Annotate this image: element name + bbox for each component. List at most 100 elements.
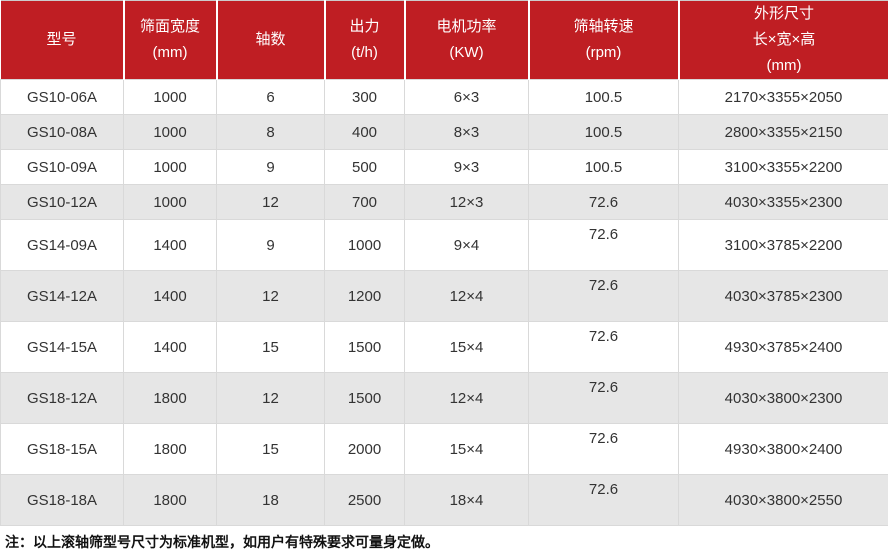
cell-dimensions: 4030×3800×2550 (678, 474, 888, 526)
cell-shaft-count: 9 (216, 149, 325, 185)
cell-model: GS18-12A (0, 372, 124, 424)
cell-dimensions: 2170×3355×2050 (678, 79, 888, 115)
cell-screen-width: 1400 (123, 219, 217, 271)
header-unit: (rpm) (585, 44, 622, 61)
cell-shaft-count: 6 (216, 79, 325, 115)
cell-shaft-speed: 72.6 (528, 270, 679, 322)
cell-output: 300 (324, 79, 405, 115)
cell-dimensions: 4030×3785×2300 (678, 270, 888, 322)
table-row: GS18-18A 1800 18 2500 18×4 72.6 4030×380… (0, 474, 888, 526)
cell-model: GS18-18A (0, 474, 124, 526)
cell-motor-power: 15×4 (404, 423, 529, 475)
footnote: 注：以上滚轴筛型号尺寸为标准机型，如用户有特殊要求可量身定做。 (0, 526, 888, 551)
cell-screen-width: 1000 (123, 114, 217, 150)
cell-dimensions: 3100×3785×2200 (678, 219, 888, 271)
table-row: GS18-15A 1800 15 2000 15×4 72.6 4930×380… (0, 423, 888, 475)
cell-model: GS10-06A (0, 79, 124, 115)
cell-dimensions: 4030×3355×2300 (678, 184, 888, 220)
header-unit: (t/h) (351, 44, 378, 61)
table-row: GS10-09A 1000 9 500 9×3 100.5 3100×3355×… (0, 149, 888, 185)
cell-shaft-count: 15 (216, 423, 325, 475)
cell-shaft-speed: 100.5 (528, 149, 679, 185)
column-header-output: 出力 (t/h) (323, 0, 405, 80)
header-label: 外形尺寸 (753, 5, 814, 22)
cell-motor-power: 12×3 (404, 184, 529, 220)
cell-model: GS10-12A (0, 184, 124, 220)
header-label: 轴数 (255, 31, 286, 48)
cell-model: GS14-15A (0, 321, 124, 373)
cell-output: 2000 (324, 423, 405, 475)
cell-output: 1500 (324, 372, 405, 424)
cell-motor-power: 9×3 (404, 149, 529, 185)
cell-motor-power: 18×4 (404, 474, 529, 526)
cell-dimensions: 4030×3800×2300 (678, 372, 888, 424)
table-row: GS10-12A 1000 12 700 12×3 72.6 4030×3355… (0, 184, 888, 220)
table-row: GS14-09A 1400 9 1000 9×4 72.6 3100×3785×… (0, 219, 888, 271)
header-row: 型号 筛面宽度 (mm) 轴数 出力 (t/h) 电机功率 (KW) (0, 0, 888, 80)
cell-screen-width: 1000 (123, 184, 217, 220)
cell-motor-power: 6×3 (404, 79, 529, 115)
cell-output: 1200 (324, 270, 405, 322)
cell-shaft-count: 8 (216, 114, 325, 150)
header-unit: (mm) (152, 44, 188, 61)
header-label: 电机功率 (436, 18, 497, 35)
column-header-model: 型号 (0, 0, 124, 80)
cell-model: GS14-09A (0, 219, 124, 271)
cell-screen-width: 1800 (123, 423, 217, 475)
cell-shaft-count: 9 (216, 219, 325, 271)
cell-shaft-speed: 72.6 (528, 321, 679, 373)
cell-shaft-speed: 100.5 (528, 114, 679, 150)
cell-shaft-speed: 72.6 (528, 184, 679, 220)
column-header-dimensions: 外形尺寸 长×宽×高 (mm) (677, 0, 888, 80)
table-row: GS10-08A 1000 8 400 8×3 100.5 2800×3355×… (0, 114, 888, 150)
cell-dimensions: 4930×3800×2400 (678, 423, 888, 475)
cell-screen-width: 1800 (123, 372, 217, 424)
cell-screen-width: 1400 (123, 270, 217, 322)
cell-screen-width: 1400 (123, 321, 217, 373)
header-sublabel: 长×宽×高 (752, 31, 816, 48)
cell-dimensions: 2800×3355×2150 (678, 114, 888, 150)
cell-motor-power: 12×4 (404, 270, 529, 322)
header-label: 筛面宽度 (139, 18, 200, 35)
cell-shaft-speed: 72.6 (528, 423, 679, 475)
cell-output: 1500 (324, 321, 405, 373)
header-label: 出力 (349, 18, 380, 35)
cell-screen-width: 1000 (123, 79, 217, 115)
cell-shaft-speed: 72.6 (528, 372, 679, 424)
cell-model: GS10-09A (0, 149, 124, 185)
cell-motor-power: 8×3 (404, 114, 529, 150)
cell-model: GS10-08A (0, 114, 124, 150)
cell-output: 700 (324, 184, 405, 220)
header-label: 筛轴转速 (573, 18, 634, 35)
cell-output: 2500 (324, 474, 405, 526)
table-row: GS18-12A 1800 12 1500 12×4 72.6 4030×380… (0, 372, 888, 424)
cell-shaft-speed: 72.6 (528, 219, 679, 271)
header-unit: (mm) (766, 57, 802, 74)
column-header-screen-width: 筛面宽度 (mm) (122, 0, 217, 80)
column-header-shaft-speed: 筛轴转速 (rpm) (527, 0, 679, 80)
cell-motor-power: 9×4 (404, 219, 529, 271)
table-row: GS14-15A 1400 15 1500 15×4 72.6 4930×378… (0, 321, 888, 373)
header-label: 型号 (46, 31, 77, 48)
cell-shaft-speed: 100.5 (528, 79, 679, 115)
cell-model: GS14-12A (0, 270, 124, 322)
column-header-shaft-count: 轴数 (215, 0, 325, 80)
column-header-motor-power: 电机功率 (KW) (403, 0, 529, 80)
header-unit: (KW) (449, 44, 484, 61)
cell-model: GS18-15A (0, 423, 124, 475)
cell-output: 400 (324, 114, 405, 150)
table-row: GS10-06A 1000 6 300 6×3 100.5 2170×3355×… (0, 79, 888, 115)
roller-screen-spec-table: 型号 筛面宽度 (mm) 轴数 出力 (t/h) 电机功率 (KW) (0, 0, 888, 526)
table-row: GS14-12A 1400 12 1200 12×4 72.6 4030×378… (0, 270, 888, 322)
cell-shaft-count: 12 (216, 372, 325, 424)
cell-shaft-speed: 72.6 (528, 474, 679, 526)
cell-output: 500 (324, 149, 405, 185)
cell-motor-power: 15×4 (404, 321, 529, 373)
cell-shaft-count: 12 (216, 184, 325, 220)
cell-shaft-count: 15 (216, 321, 325, 373)
cell-dimensions: 3100×3355×2200 (678, 149, 888, 185)
cell-motor-power: 12×4 (404, 372, 529, 424)
cell-shaft-count: 12 (216, 270, 325, 322)
cell-output: 1000 (324, 219, 405, 271)
